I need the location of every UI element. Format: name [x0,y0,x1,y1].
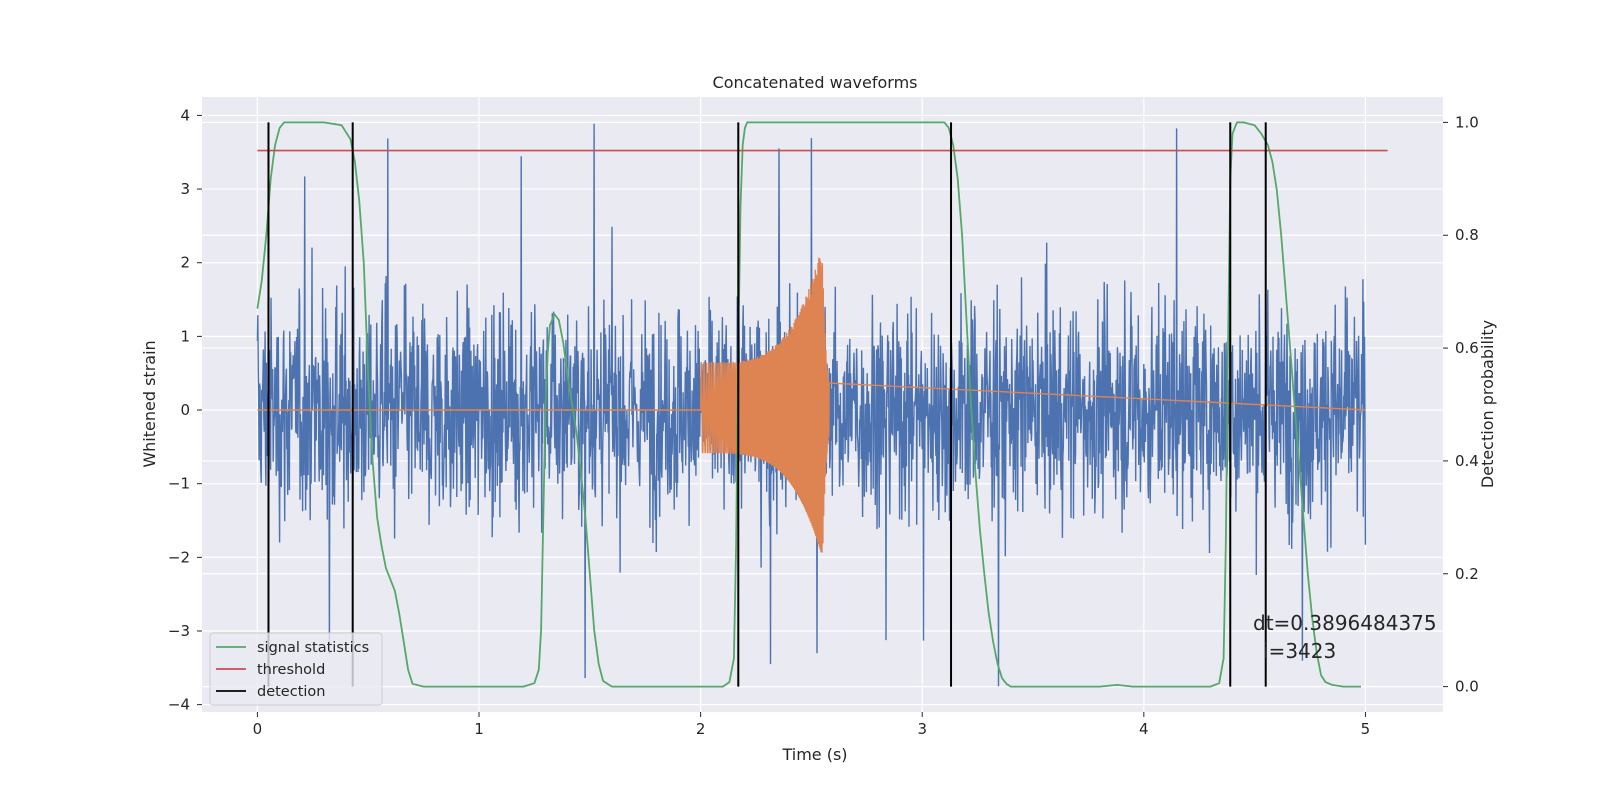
y-tick-label: 3 [180,180,190,198]
overlay-layer [256,121,1388,688]
legend-label-detection: detection [257,684,325,700]
signal-statistics-line [256,121,1361,688]
x-tick-label: 1 [474,720,484,738]
x-tick-label: 2 [696,720,706,738]
series-layer [256,123,1367,687]
x-tick-label: 4 [1139,720,1149,738]
x-tick-label: 0 [253,720,263,738]
strain-noise-line [256,123,1367,687]
dt-annotation: dt=0.3896484375 i=3423 [1253,611,1437,663]
legend-label-signal-statistics: signal statistics [257,640,369,656]
x-tick-label: 3 [917,720,927,738]
x-axis-label: Time (s) [781,745,847,764]
injected-signal-line [257,257,1366,553]
y-tick-label: −1 [168,475,190,493]
annotation-dt: dt=0.3896484375 [1253,611,1437,635]
y2-tick-label: 0.8 [1455,226,1479,244]
chart-title: Concatenated waveforms [713,73,918,92]
y-tick-label: 1 [180,327,190,345]
annotation-index: i=3423 [1263,639,1336,663]
y-tick-label: −2 [168,548,190,566]
legend-label-threshold: threshold [257,662,325,678]
y2-tick-label: 0.6 [1455,339,1479,357]
y2-axis-label: Detection probability [1478,320,1497,488]
y-tick-label: −3 [168,622,190,640]
y-tick-label: −4 [168,696,190,714]
y2-tick-label: 0.0 [1455,678,1479,696]
y2-tick-label: 1.0 [1455,113,1479,131]
x-tick-label: 5 [1361,720,1371,738]
legend-box [209,632,383,706]
legend: signal statistics threshold detection [209,632,383,706]
y-tick-label: 4 [180,106,190,124]
y2-tick-label: 0.2 [1455,565,1479,583]
y2-tick-label: 0.4 [1455,452,1479,470]
y-axis-label: Whitened strain [140,340,159,467]
axes-layer: 0 1 2 3 4 5 −4 −3 −2 −1 0 1 2 3 4 0.0 0.2 0.4 0.6 0.8 1.0 [168,106,1479,738]
y-tick-label: 0 [180,401,190,419]
y-tick-label: 2 [180,254,190,272]
